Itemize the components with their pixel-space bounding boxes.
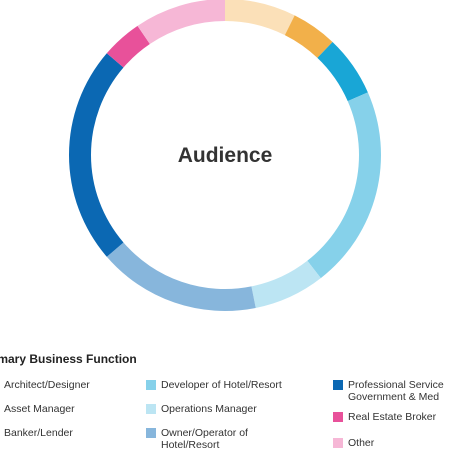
legend-item-architect-designer: Architect/Designer bbox=[4, 379, 90, 391]
legend-title: imary Business Function bbox=[0, 352, 137, 366]
donut-slice-3 bbox=[307, 92, 381, 279]
donut-slice-1 bbox=[284, 15, 333, 58]
donut-slice-5 bbox=[106, 242, 256, 311]
legend-swatch-operations-manager bbox=[146, 404, 156, 414]
donut-slice-6 bbox=[69, 53, 124, 257]
legend-swatch-other bbox=[333, 438, 343, 448]
legend-label: Professional Service bbox=[348, 379, 444, 391]
legend-item-real-estate-broker: Real Estate Broker bbox=[348, 411, 436, 423]
donut-slice-8 bbox=[137, 0, 225, 45]
legend-item-asset-manager: Asset Manager bbox=[4, 403, 75, 415]
donut-slice-7 bbox=[106, 25, 150, 68]
legend-label-line2: Hotel/Resort bbox=[161, 439, 220, 451]
legend-swatch-owner-operator bbox=[146, 428, 156, 438]
donut-slice-2 bbox=[317, 41, 368, 102]
legend-label: Owner/Operator of bbox=[161, 427, 248, 439]
legend-item-owner-operator: Owner/Operator of Hotel/Resort bbox=[161, 427, 248, 451]
legend-label: Architect/Designer bbox=[4, 379, 90, 391]
donut-slice-4 bbox=[251, 260, 321, 308]
legend-label: Developer of Hotel/Resort bbox=[161, 379, 282, 391]
donut-chart: Audience bbox=[69, 0, 381, 311]
legend-item-professional-services: Professional Service Government & Med bbox=[348, 379, 444, 403]
legend-swatch-developer bbox=[146, 380, 156, 390]
legend-item-developer: Developer of Hotel/Resort bbox=[161, 379, 282, 391]
chart-center-title: Audience bbox=[178, 144, 273, 167]
legend-item-other: Other bbox=[348, 437, 374, 449]
legend-label: Asset Manager bbox=[4, 403, 75, 415]
legend-label: Banker/Lender bbox=[4, 427, 73, 439]
legend-label: Other bbox=[348, 437, 375, 449]
legend-item-operations-manager: Operations Manager bbox=[161, 403, 257, 415]
legend-swatch-professional-services bbox=[333, 380, 343, 390]
legend-swatch-real-estate-broker bbox=[333, 412, 343, 422]
legend-label: Real Estate Broker bbox=[348, 411, 437, 423]
legend-label: Operations Manager bbox=[161, 403, 257, 415]
legend-item-banker-lender: Banker/Lender bbox=[4, 427, 73, 439]
donut-slice-0 bbox=[225, 0, 295, 36]
legend-label-line2: Government & Med bbox=[348, 391, 440, 403]
